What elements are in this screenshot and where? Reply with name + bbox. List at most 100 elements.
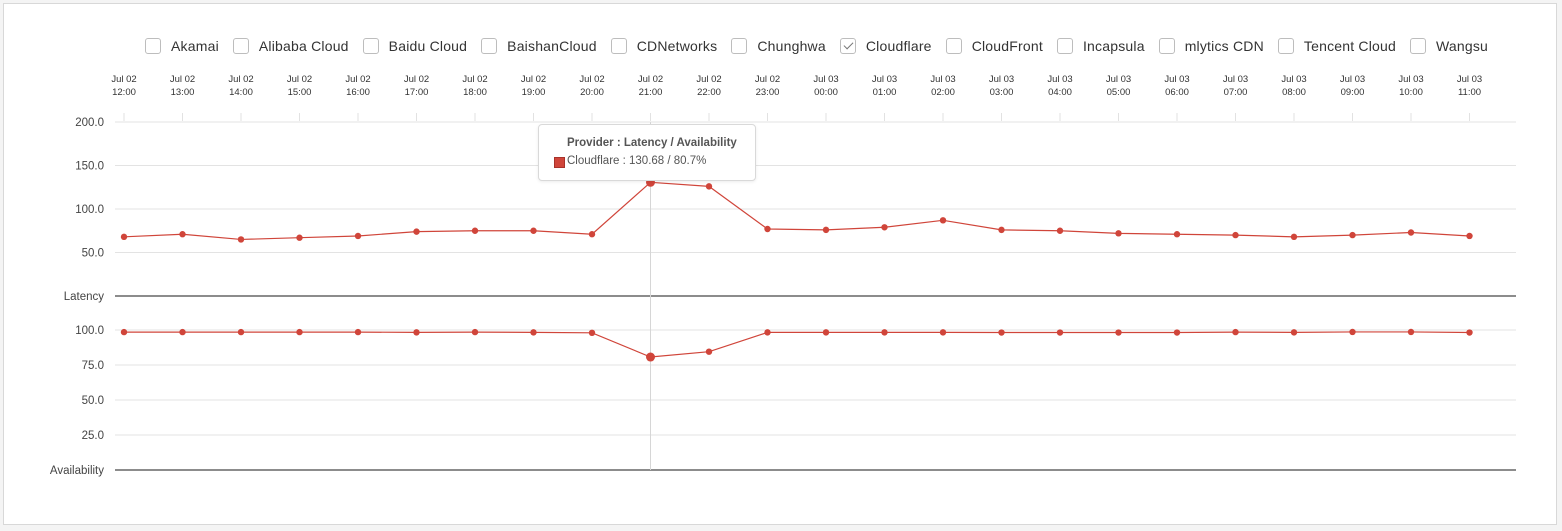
x-tick-date: Jul 03	[1047, 74, 1072, 85]
legend-item-cdnetworks[interactable]: CDNetworks	[610, 38, 718, 54]
data-point	[413, 329, 420, 336]
y-tick-label: 150.0	[75, 161, 104, 173]
x-tick-time: 21:00	[639, 87, 663, 98]
data-point	[1232, 328, 1239, 336]
tooltip-title: Provider : Latency / Availability	[567, 137, 737, 149]
data-point	[237, 236, 245, 243]
legend-item-alibaba-cloud[interactable]: Alibaba Cloud	[232, 38, 349, 54]
x-tick-time: 18:00	[463, 87, 487, 98]
hover-tooltip: Provider : Latency / Availability Cloudf…	[538, 124, 756, 181]
x-tick-time: 01:00	[873, 87, 897, 98]
legend-checkbox[interactable]	[145, 38, 161, 54]
legend-label: CloudFront	[971, 38, 1043, 54]
data-point	[588, 329, 596, 336]
x-tick-date: Jul 03	[989, 74, 1014, 85]
data-point	[471, 227, 479, 234]
data-point	[705, 348, 713, 355]
data-point	[1290, 233, 1298, 241]
data-point	[120, 233, 128, 241]
legend-item-mlytics-cdn[interactable]: mlytics CDN	[1158, 38, 1264, 54]
data-point	[296, 328, 303, 336]
legend-checkbox[interactable]	[1277, 38, 1294, 54]
x-tick-date: Jul 03	[930, 74, 955, 85]
legend-item-akamai[interactable]: Akamai	[145, 38, 219, 54]
y-tick-label: 100.0	[75, 325, 104, 337]
legend-label: Baidu Cloud	[388, 38, 468, 54]
x-tick-time: 06:00	[1165, 87, 1189, 98]
legend-item-cloudfront[interactable]: CloudFront	[945, 38, 1043, 54]
x-tick-date: Jul 02	[755, 74, 780, 85]
data-point	[1232, 231, 1239, 239]
x-tick-time: 14:00	[229, 87, 253, 98]
x-tick-date: Jul 03	[872, 74, 897, 85]
x-tick-date: Jul 02	[521, 74, 546, 85]
legend-checkbox[interactable]	[232, 38, 249, 54]
y-tick-label: 200.0	[75, 117, 104, 129]
x-tick-date: Jul 02	[287, 74, 312, 85]
series-line	[124, 331, 1470, 358]
legend-checkbox[interactable]	[610, 38, 627, 54]
x-tick-date: Jul 03	[813, 74, 838, 85]
panel-name-label: Latency	[64, 291, 105, 303]
data-point	[530, 329, 537, 336]
data-point	[1056, 329, 1064, 336]
data-point	[1115, 230, 1122, 237]
legend-checkbox[interactable]	[481, 38, 498, 54]
x-tick-date: Jul 02	[638, 74, 663, 85]
legend-item-cloudflare[interactable]: Cloudflare	[839, 38, 932, 54]
legend-checkbox[interactable]	[1158, 38, 1175, 54]
x-tick-time: 17:00	[405, 87, 429, 98]
legend-item-chunghwa[interactable]: Chunghwa	[731, 38, 826, 54]
y-tick-label: 100.0	[75, 204, 104, 216]
legend-label: Cloudflare	[865, 38, 932, 54]
x-tick-date: Jul 03	[1340, 74, 1365, 85]
x-tick-date: Jul 03	[1398, 74, 1423, 85]
x-tick-time: 08:00	[1282, 87, 1306, 98]
legend-label: Akamai	[171, 38, 219, 54]
y-tick-label: 50.0	[82, 248, 104, 260]
x-tick-time: 12:00	[112, 87, 136, 98]
chart-panel	[3, 3, 1557, 525]
series-line	[123, 181, 1470, 241]
legend-checkbox[interactable]	[945, 38, 962, 54]
x-tick-date: Jul 02	[404, 74, 429, 85]
legend-item-baidu-cloud[interactable]: Baidu Cloud	[362, 38, 468, 54]
data-point	[354, 232, 362, 240]
data-point	[1290, 329, 1298, 336]
x-tick-date: Jul 02	[345, 74, 370, 85]
x-tick-date: Jul 02	[462, 74, 487, 85]
x-tick-date: Jul 03	[1223, 74, 1248, 85]
legend-item-incapsula[interactable]: Incapsula	[1056, 38, 1145, 54]
data-point	[530, 227, 537, 234]
x-tick-time: 04:00	[1048, 87, 1072, 98]
y-tick-label: 75.0	[82, 360, 104, 372]
legend-checkbox[interactable]	[362, 38, 379, 54]
legend-checkbox[interactable]	[731, 38, 748, 54]
data-point	[179, 231, 186, 238]
legend-checkbox[interactable]	[1410, 38, 1426, 54]
data-point	[764, 329, 771, 336]
data-point	[1466, 232, 1473, 240]
data-point	[354, 328, 362, 336]
legend-checkbox[interactable]	[839, 38, 856, 54]
data-point	[471, 328, 479, 336]
data-point	[764, 225, 771, 233]
x-tick-time: 03:00	[990, 87, 1014, 98]
legend-item-wangsu[interactable]: Wangsu	[1410, 38, 1488, 54]
legend-checkbox[interactable]	[1056, 38, 1073, 54]
x-tick-date: Jul 03	[1106, 74, 1131, 85]
data-point	[1056, 227, 1064, 234]
x-tick-date: Jul 02	[111, 74, 136, 85]
data-point	[120, 328, 128, 336]
legend-label: Chunghwa	[757, 38, 826, 54]
x-tick-time: 15:00	[288, 87, 312, 98]
data-point	[179, 328, 186, 336]
x-tick-date: Jul 03	[1164, 74, 1189, 85]
x-tick-time: 02:00	[931, 87, 955, 98]
x-tick-date: Jul 03	[1281, 74, 1306, 85]
legend-item-baishancloud[interactable]: BaishanCloud	[481, 38, 597, 54]
legend-item-tencent-cloud[interactable]: Tencent Cloud	[1277, 38, 1396, 54]
data-point	[1407, 229, 1415, 236]
x-tick-time: 22:00	[697, 87, 721, 98]
